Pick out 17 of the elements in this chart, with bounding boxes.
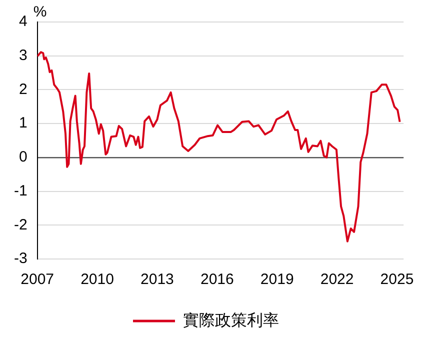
x-tick-label: 2013	[140, 271, 174, 288]
y-tick-label: -3	[14, 250, 28, 268]
y-tick-label: 3	[18, 47, 28, 64]
y-tick-label: -1	[14, 182, 28, 200]
y-axis-title: %	[33, 4, 47, 21]
y-tick-label: 1	[18, 114, 28, 132]
y-tick-label: 4	[18, 13, 28, 30]
x-tick-label: 2010	[80, 271, 114, 288]
x-tick-label: 2016	[200, 271, 234, 288]
x-tick-label: 2025	[380, 271, 414, 288]
y-tick-label: -2	[14, 216, 28, 234]
y-tick-label: 2	[18, 80, 28, 98]
x-tick-label: 2022	[320, 271, 354, 288]
y-tick-label: 0	[18, 148, 28, 166]
x-tick-label: 2019	[260, 271, 294, 288]
legend-label: 實際政策利率	[183, 311, 279, 330]
x-tick-label: 2007	[20, 271, 54, 288]
